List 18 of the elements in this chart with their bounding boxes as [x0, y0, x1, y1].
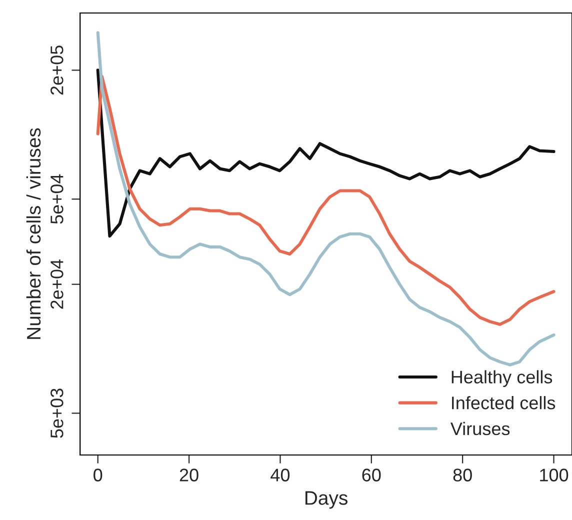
y-tick-label: 2e+04 [50, 259, 64, 309]
y-tick-label: 5e+03 [50, 388, 64, 438]
x-axis-title: Days [305, 491, 348, 509]
y-axis-title: Number of cells / viruses [26, 128, 41, 339]
y-tick-label: 5e+04 [50, 174, 64, 224]
x-tick-label: 60 [362, 468, 381, 482]
legend-label: Infected cells [452, 396, 556, 410]
line-series [96, 68, 556, 238]
line-series [96, 74, 556, 326]
x-tick-label: 0 [94, 468, 102, 482]
x-tick-label: 100 [540, 468, 568, 482]
legend-label: Healthy cells [452, 370, 552, 388]
legend-label: Viruses [450, 422, 510, 436]
line-series [96, 31, 556, 366]
y-tick-label: 2e+05 [50, 46, 64, 95]
x-tick-label: 80 [453, 468, 472, 482]
x-tick-label: 20 [180, 468, 198, 482]
x-tick-label: 40 [270, 468, 290, 482]
